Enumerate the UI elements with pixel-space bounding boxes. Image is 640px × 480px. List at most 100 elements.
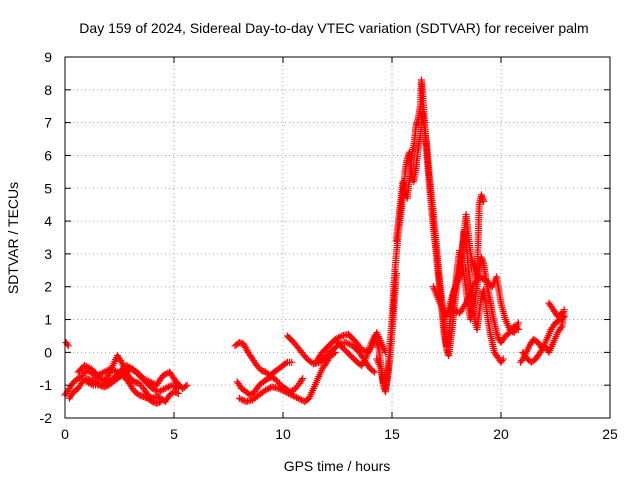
data-point [239, 396, 247, 404]
data-point [104, 366, 112, 374]
x-tick-label: 10 [275, 426, 291, 442]
data-point [289, 392, 297, 400]
data-point [157, 398, 165, 406]
data-point [282, 359, 290, 367]
data-point [110, 366, 118, 374]
x-tick-label: 5 [170, 426, 178, 442]
data-point [94, 371, 102, 379]
data-point [122, 361, 130, 369]
data-point [95, 371, 103, 379]
data-point [342, 339, 350, 347]
data-point [263, 385, 271, 393]
data-point [151, 386, 159, 394]
data-point [163, 384, 171, 392]
data-point [159, 371, 167, 379]
data-point [108, 366, 116, 374]
data-point [357, 345, 365, 353]
data-point [288, 358, 296, 366]
data-point [514, 319, 522, 327]
data-point [235, 394, 243, 402]
data-point [168, 381, 176, 389]
x-tick-label: 15 [384, 426, 400, 442]
data-point [117, 357, 125, 365]
data-point [558, 309, 566, 317]
data-point [165, 383, 173, 391]
y-tick-label: 3 [44, 246, 52, 262]
data-point [280, 387, 288, 395]
data-point [81, 361, 89, 369]
data-point [82, 362, 90, 370]
data-point [173, 384, 181, 392]
data-point [291, 393, 299, 401]
data-point [99, 369, 107, 377]
data-point [478, 275, 486, 283]
data-point [156, 387, 164, 395]
x-axis-label: GPS time / hours [284, 458, 391, 474]
data-point [276, 385, 284, 393]
data-points [61, 76, 568, 407]
data-point [86, 380, 94, 388]
data-point [284, 389, 292, 397]
data-point [161, 384, 169, 392]
data-point [97, 370, 105, 378]
data-point [160, 385, 168, 393]
x-tick-label: 25 [602, 426, 618, 442]
data-point [344, 339, 352, 347]
data-point [557, 310, 565, 318]
y-tick-label: 2 [44, 279, 52, 295]
data-point [124, 362, 132, 370]
data-point [107, 365, 115, 373]
data-point [84, 363, 92, 371]
y-tick-labels: -2 -1 0 1 2 3 4 5 6 7 8 9 [40, 49, 53, 426]
y-tick-label: 1 [44, 312, 52, 328]
data-point [480, 197, 488, 205]
y-tick-label: 5 [44, 180, 52, 196]
data-point [296, 395, 304, 403]
x-tick-labels: 0 5 10 15 20 25 [61, 426, 618, 442]
data-point [281, 388, 289, 396]
data-point [361, 357, 369, 365]
y-axis-label: SDTVAR / TECUs [5, 182, 21, 294]
data-point [237, 395, 245, 403]
data-point [158, 386, 166, 394]
data-point [262, 386, 270, 394]
data-point [359, 346, 367, 354]
data-point [371, 368, 379, 376]
data-point [335, 334, 343, 342]
chart-title: Day 159 of 2024, Sidereal Day-to-day VTE… [79, 20, 588, 36]
data-point [169, 382, 177, 390]
data-point [286, 390, 294, 398]
data-point [125, 363, 133, 371]
data-point [161, 371, 169, 379]
data-point [100, 368, 108, 376]
data-point [293, 393, 301, 401]
y-tick-label: -2 [40, 410, 53, 426]
y-tick-label: 7 [44, 115, 52, 131]
y-tick-label: -1 [40, 377, 53, 393]
data-point [278, 386, 286, 394]
data-point [275, 384, 283, 392]
data-point [64, 342, 72, 350]
data-point [183, 381, 191, 389]
data-point [84, 379, 92, 387]
data-point [148, 384, 156, 392]
data-point [288, 391, 296, 399]
data-point [265, 384, 273, 392]
data-point [294, 394, 302, 402]
y-tick-label: 6 [44, 147, 52, 163]
y-tick-label: 8 [44, 82, 52, 98]
data-point [336, 333, 344, 341]
y-tick-label: 9 [44, 49, 52, 65]
data-point [369, 367, 377, 375]
data-point [83, 378, 91, 386]
data-point [477, 274, 485, 282]
y-tick-label: 0 [44, 344, 52, 360]
data-point [103, 373, 111, 381]
data-point [498, 357, 506, 365]
data-point [499, 355, 507, 363]
data-point [283, 389, 291, 397]
data-point [150, 385, 158, 393]
data-point [345, 340, 353, 348]
